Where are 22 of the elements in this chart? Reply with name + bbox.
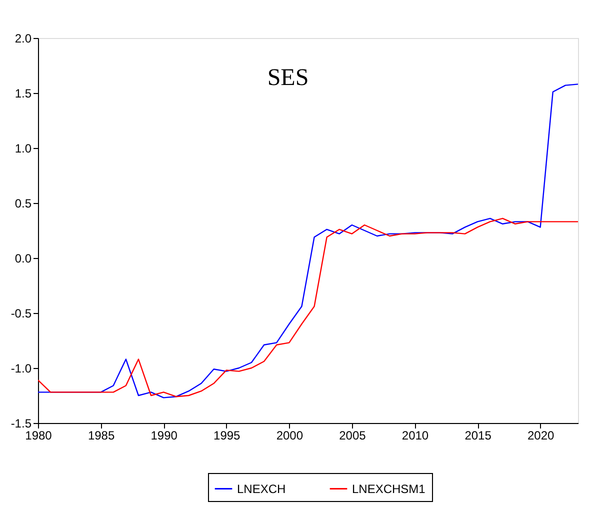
y-tick-label: 1.5: [14, 86, 32, 100]
x-tick-label: 2020: [527, 428, 554, 442]
y-tick-label: 0.0: [14, 252, 32, 266]
x-tick-label: 2015: [464, 428, 492, 442]
y-tick-label: -1.5: [10, 416, 32, 430]
y-tick-label: 0.5: [14, 196, 32, 210]
y-tick-label: -0.5: [10, 306, 32, 320]
annotation: SES: [267, 65, 309, 91]
y-tick-label: 2.0: [14, 32, 32, 46]
x-tick-label: 1980: [25, 428, 52, 442]
line-series: [38, 218, 578, 398]
y-tick-label: 1.0: [14, 142, 32, 156]
x-tick-label: 2010: [402, 428, 429, 442]
x-tick-label: 1990: [150, 428, 178, 442]
legend-label: LNEXCH: [237, 482, 286, 496]
legend-label: LNEXCHSM1: [352, 482, 426, 496]
line-series: [38, 84, 578, 398]
x-tick-label: 1995: [214, 428, 241, 442]
y-tick-label: -1.0: [10, 362, 32, 376]
x-tick-label: 2005: [339, 428, 366, 442]
x-tick-label: 1985: [88, 428, 115, 442]
x-tick-label: 2000: [276, 428, 304, 442]
